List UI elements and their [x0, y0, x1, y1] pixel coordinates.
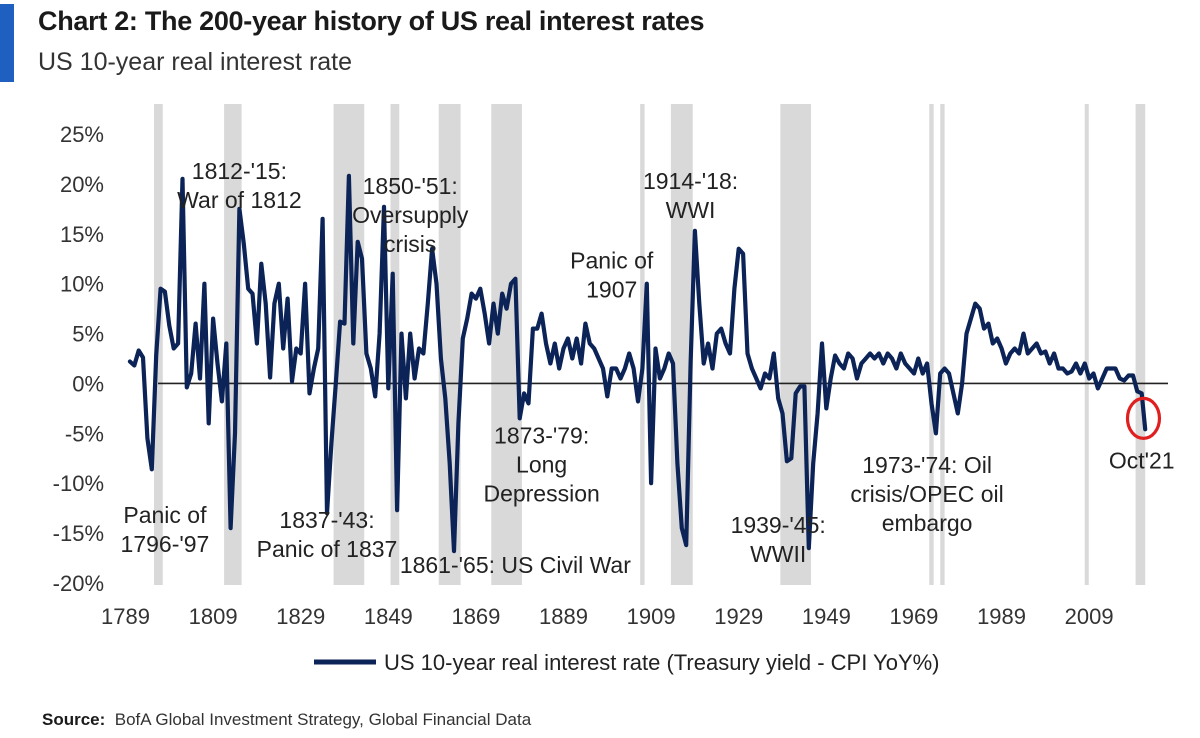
annotation-label: 1850-'51: Oversupply crisis	[352, 173, 469, 257]
x-tick-label: 2009	[1065, 604, 1114, 629]
y-tick-label: 20%	[60, 172, 104, 197]
series-line-group	[127, 173, 1148, 554]
annotation-label: Panic of 1796-'97	[121, 502, 210, 557]
annotation-label: 1861-'65: US Civil War	[400, 552, 631, 578]
annotation-line: 1939-'45:	[731, 512, 826, 538]
shaded-period	[1084, 104, 1089, 585]
annotations: 1812-'15: War of 1812 1850-'51: Oversupply c…	[121, 158, 1175, 578]
x-tick-label: 1889	[539, 604, 588, 629]
y-tick-label: 15%	[60, 222, 104, 247]
x-tick-label: 1789	[101, 604, 150, 629]
x-tick-label: 1869	[451, 604, 500, 629]
annotation-line: crisis/OPEC oil	[850, 481, 1003, 507]
annotation-line: 1861-'65: US Civil War	[400, 552, 631, 578]
y-tick-label: -5%	[65, 421, 104, 446]
shaded-period	[940, 104, 945, 585]
y-tick-label: -15%	[53, 521, 104, 546]
annotation-line: 1907	[586, 277, 637, 303]
chart-subtitle: US 10-year real interest rate	[38, 48, 353, 76]
y-tick-label: 25%	[60, 122, 104, 147]
annotation-line: War of 1812	[177, 187, 301, 213]
shaded-period	[929, 104, 934, 585]
x-tick-label: 1829	[276, 604, 325, 629]
annotation-line: Panic of	[123, 502, 207, 528]
x-tick-label: 1949	[802, 604, 851, 629]
highlight-circle	[1125, 396, 1162, 440]
y-axis: 25% 20% 15% 10% 5% 0% -5% -10% -15% -20%	[53, 122, 104, 596]
x-tick-label: 1929	[714, 604, 763, 629]
shaded-period	[1135, 104, 1146, 585]
y-tick-label: -20%	[53, 571, 104, 596]
annotation-label: 1873-'79: Long Depression	[483, 422, 599, 506]
y-tick-label: -10%	[53, 471, 104, 496]
annotation-line: crisis	[384, 231, 436, 257]
annotation-label: 1812-'15: War of 1812	[177, 158, 301, 213]
source-text: BofA Global Investment Strategy, Global …	[114, 710, 532, 729]
annotation-line: Oct'21	[1109, 447, 1175, 473]
annotation-label: 1973-'74: Oil crisis/OPEC oil embargo	[850, 452, 1003, 536]
x-tick-label: 1909	[627, 604, 676, 629]
y-tick-label: 10%	[60, 272, 104, 297]
annotation-line: WWII	[750, 541, 806, 567]
annotation-line: 1914-'18:	[643, 168, 738, 194]
annotation-line: WWI	[666, 197, 716, 223]
series-line	[127, 173, 1148, 554]
annotation-label: 1914-'18: WWI	[643, 168, 738, 223]
x-tick-label: 1989	[977, 604, 1026, 629]
annotation-line: 1850-'51:	[363, 173, 458, 199]
annotation-line: Oversupply	[352, 202, 469, 228]
annotation-line: 1973-'74: Oil	[862, 452, 992, 478]
x-axis: 1789 1809 1829 1849 1869 1889 1909 1929 1949 1969…	[101, 604, 1114, 629]
highlight-group	[1125, 396, 1162, 440]
annotation-line: 1873-'79:	[494, 422, 589, 448]
y-tick-label: 0%	[72, 371, 104, 396]
annotation-line: Panic of	[570, 248, 654, 274]
chart-title: Chart 2: The 200-year history of US real…	[38, 6, 705, 36]
annotation-label: Oct'21	[1109, 447, 1175, 473]
legend-label: US 10-year real interest rate (Treasury …	[384, 650, 940, 675]
line-chart: 25% 20% 15% 10% 5% 0% -5% -10% -15% -20% 1789 1809…	[53, 104, 1175, 675]
annotation-line: 1796-'97	[121, 531, 210, 557]
annotation-label: 1939-'45: WWII	[731, 512, 826, 567]
x-tick-label: 1849	[364, 604, 413, 629]
x-tick-label: 1809	[189, 604, 238, 629]
annotation-label: 1837-'43: Panic of 1837	[257, 507, 398, 562]
annotation-line: embargo	[882, 510, 973, 536]
annotation-line: 1837-'43:	[279, 507, 374, 533]
annotation-label: Panic of 1907	[570, 248, 654, 303]
legend: US 10-year real interest rate (Treasury …	[314, 650, 940, 675]
source-note: Source: BofA Global Investment Strategy,…	[42, 710, 531, 730]
annotation-line: 1812-'15:	[192, 158, 287, 184]
annotation-line: Panic of 1837	[257, 536, 398, 562]
title-accent-bar	[0, 4, 14, 82]
source-label: Source:	[42, 710, 106, 729]
x-tick-label: 1969	[889, 604, 938, 629]
annotation-line: Long	[516, 451, 567, 477]
y-tick-label: 5%	[72, 322, 104, 347]
annotation-line: Depression	[483, 480, 599, 506]
